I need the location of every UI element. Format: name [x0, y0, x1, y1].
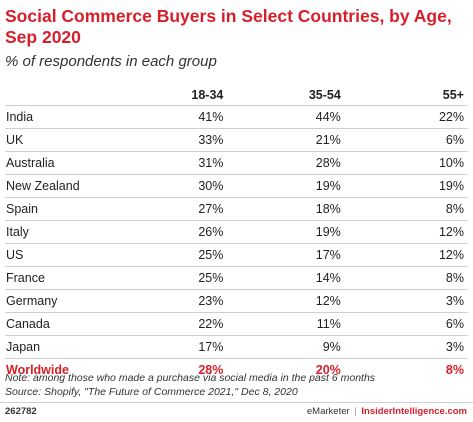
source-text: Source: Shopify, "The Future of Commerce… [5, 386, 298, 398]
cell-value: 19% [227, 220, 345, 244]
row-label: UK [5, 128, 136, 152]
cell-value: 17% [135, 335, 228, 359]
column-header-35-54: 35-54 [308, 87, 341, 102]
table-row: India 41% 44% 22% [5, 105, 468, 129]
cell-value: 30% [135, 174, 228, 198]
header-row: 18-34 35-54 55+ [5, 84, 468, 106]
cell-value: 20% [227, 358, 345, 381]
chart-id: 262782 [5, 406, 37, 417]
footer-brand: eMarketer | InsiderIntelligence.com [307, 406, 467, 417]
column-header-18-34: 18-34 [191, 87, 224, 102]
brand-separator: | [354, 406, 357, 417]
row-label: Spain [5, 197, 136, 221]
cell-value: 44% [227, 105, 345, 129]
table-row: New Zealand 30% 19% 19% [5, 174, 468, 198]
chart-title: Social Commerce Buyers in Select Countri… [5, 6, 452, 47]
column-header-country [5, 84, 136, 106]
cell-value: 14% [227, 266, 345, 290]
data-table: 18-34 35-54 55+ India 41% 44% 22% UK 33% 21% 6%… [5, 84, 468, 381]
row-label: India [5, 105, 136, 129]
cell-value: 31% [135, 151, 228, 175]
brand-name: eMarketer [306, 406, 350, 417]
table-body: India 41% 44% 22% UK 33% 21% 6% Australia 31% 28% 1… [5, 105, 468, 381]
cell-value: 12% [344, 243, 468, 267]
cell-value: 6% [344, 128, 468, 152]
cell-value: 6% [344, 312, 468, 336]
cell-value: 28% [135, 358, 228, 381]
table-row: Australia 31% 28% 10% [5, 151, 468, 175]
table-row: Worldwide 28% 20% 8% [5, 358, 468, 381]
table-row: Italy 26% 19% 12% [5, 220, 468, 244]
table-row: France 25% 14% 8% [5, 266, 468, 290]
cell-value: 3% [344, 335, 468, 359]
table-row: Japan 17% 9% 3% [5, 335, 468, 359]
cell-value: 25% [135, 266, 228, 290]
table-row: US 25% 17% 12% [5, 243, 468, 267]
chart-subtitle: % of respondents in each group [5, 53, 217, 70]
cell-value: 21% [227, 128, 345, 152]
cell-value: 19% [344, 174, 468, 198]
cell-value: 18% [227, 197, 345, 221]
row-label: France [5, 266, 136, 290]
brand-site: InsiderIntelligence.com [361, 406, 467, 417]
row-label: Canada [5, 312, 136, 336]
cell-value: 22% [135, 312, 228, 336]
cell-value: 8% [344, 266, 468, 290]
cell-value: 9% [227, 335, 345, 359]
cell-value: 28% [227, 151, 345, 175]
cell-value: 22% [344, 105, 468, 129]
cell-value: 25% [135, 243, 228, 267]
table-row: Spain 27% 18% 8% [5, 197, 468, 221]
table-row: Germany 23% 12% 3% [5, 289, 468, 313]
cell-value: 12% [227, 289, 345, 313]
cell-value: 19% [227, 174, 345, 198]
row-label: US [5, 243, 136, 267]
cell-value: 3% [344, 289, 468, 313]
row-label: Japan [5, 335, 136, 359]
notes: Note: among those who made a purchase vi… [5, 371, 375, 399]
cell-value: 41% [135, 105, 228, 129]
table-row: UK 33% 21% 6% [5, 128, 468, 152]
cell-value: 8% [344, 197, 468, 221]
column-header-55-plus: 55+ [442, 87, 464, 102]
note-text: Note: among those who made a purchase vi… [5, 372, 376, 384]
cell-value: 10% [344, 151, 468, 175]
row-label: New Zealand [5, 174, 136, 198]
cell-value: 23% [135, 289, 228, 313]
cell-value: 26% [135, 220, 228, 244]
cell-value: 8% [344, 358, 468, 381]
row-label: Germany [5, 289, 136, 313]
row-label: Italy [5, 220, 136, 244]
row-label: Worldwide [5, 358, 136, 381]
row-label: Australia [5, 151, 136, 175]
cell-value: 17% [227, 243, 345, 267]
table-row: Canada 22% 11% 6% [5, 312, 468, 336]
cell-value: 33% [135, 128, 228, 152]
cell-value: 27% [135, 197, 228, 221]
cell-value: 11% [227, 312, 345, 336]
footer-divider [0, 402, 473, 403]
cell-value: 12% [344, 220, 468, 244]
